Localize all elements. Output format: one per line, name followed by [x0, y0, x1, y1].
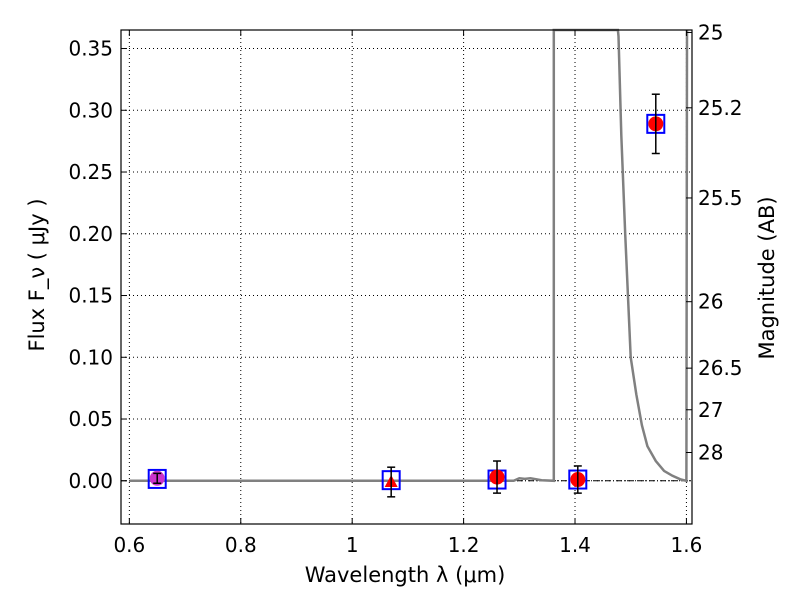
data-point — [381, 466, 401, 498]
y-tick-label: 0.35 — [68, 37, 113, 61]
x-tick-label: 1.4 — [559, 533, 591, 557]
plot-frame — [120, 29, 693, 525]
magnitude-axis-ticks: 25 25.2 25.5 26 26.5 27 28 — [686, 20, 743, 464]
grid-lines — [121, 30, 692, 524]
y-tick-label: 0.10 — [68, 345, 113, 369]
magnitude-tick-label: 26 — [698, 290, 723, 314]
template-spectrum — [129, 28, 689, 483]
magnitude-tick-label: 25 — [698, 20, 723, 44]
x-tick-label: 1 — [346, 533, 359, 557]
magnitude-tick-label: 28 — [698, 440, 723, 464]
data-point — [487, 460, 507, 494]
x-tick-label: 0.8 — [225, 533, 257, 557]
template-spectrum-line — [129, 28, 689, 483]
y-tick-label: 0.30 — [68, 98, 113, 122]
data-point — [568, 465, 588, 494]
y-tick-label: 0.20 — [68, 222, 113, 246]
magnitude-tick-label: 27 — [698, 398, 723, 422]
data-point — [147, 468, 167, 489]
x-axis-ticks: 0.6 0.8 1 1.2 1.4 1.6 — [113, 30, 702, 557]
x-axis-label: Wavelength λ (μm) — [305, 563, 506, 587]
y-tick-label: 0.00 — [68, 469, 113, 493]
y-tick-label: 0.25 — [68, 160, 113, 184]
axes-frame — [120, 29, 693, 525]
magnitude-tick-label: 25.5 — [698, 186, 743, 210]
y-tick-label: 0.15 — [68, 284, 113, 308]
x-tick-label: 1.6 — [671, 533, 703, 557]
model-box — [147, 468, 167, 489]
y-axis-ticks: 0.00 0.05 0.10 0.15 0.20 0.25 0.30 0.35 — [68, 37, 127, 493]
magnitude-axis-label: Magnitude (AB) — [755, 196, 779, 359]
magnitude-tick-label: 26.5 — [698, 356, 743, 380]
magnitude-tick-label: 25.2 — [698, 96, 743, 120]
data-point — [646, 93, 666, 155]
y-axis-label: Flux F_ν ( μJy ) — [25, 198, 50, 351]
y-tick-label: 0.05 — [68, 407, 113, 431]
x-tick-label: 1.2 — [448, 533, 480, 557]
x-tick-label: 0.6 — [113, 533, 145, 557]
photometry-points — [147, 93, 666, 498]
